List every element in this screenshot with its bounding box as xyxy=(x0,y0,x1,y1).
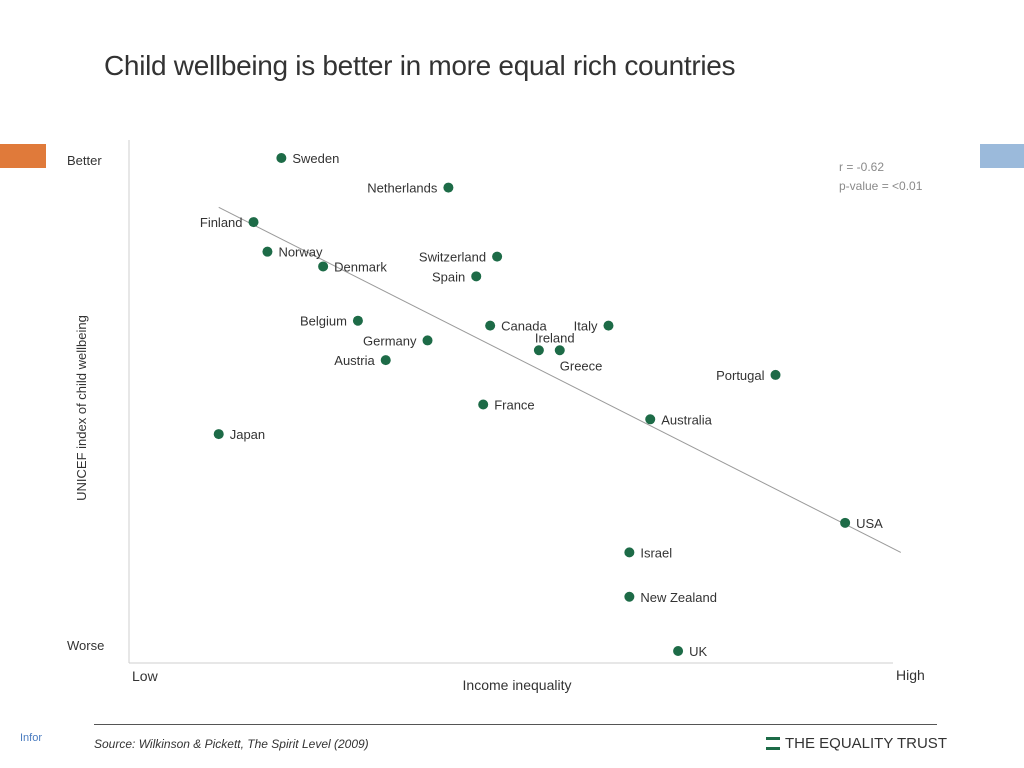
label-portugal: Portugal xyxy=(716,368,765,383)
label-uk: UK xyxy=(689,644,707,659)
point-switzerland xyxy=(492,251,503,262)
label-greece: Greece xyxy=(560,358,603,373)
x-axis-label: Income inequality xyxy=(463,677,572,693)
trend-line xyxy=(218,206,902,553)
point-norway xyxy=(262,246,273,257)
stat-r: r = -0.62 xyxy=(839,160,884,174)
chart-title: Child wellbeing is better in more equal … xyxy=(104,50,736,81)
label-australia: Australia xyxy=(661,412,712,427)
point-finland xyxy=(248,217,259,228)
point-sweden xyxy=(276,153,287,163)
point-ireland xyxy=(533,345,544,356)
slide-footer-tag: Infor xyxy=(20,732,43,744)
point-uk xyxy=(673,646,684,656)
slide-card xyxy=(48,0,976,768)
brand-name: THE EQUALITY TRUST xyxy=(785,735,947,752)
label-spain: Spain xyxy=(432,269,465,284)
label-switzerland: Switzerland xyxy=(419,250,486,265)
slide-accent-bar-left xyxy=(0,144,46,168)
point-france xyxy=(478,399,489,410)
label-austria: Austria xyxy=(334,353,375,368)
equality-trust-brand: THE EQUALITY TRUST xyxy=(766,735,947,752)
label-sweden: Sweden xyxy=(292,151,339,166)
point-portugal xyxy=(770,369,781,380)
stat-p-value: p-value = <0.01 xyxy=(839,179,923,193)
label-belgium: Belgium xyxy=(300,314,347,329)
point-austria xyxy=(380,355,391,366)
point-canada xyxy=(485,320,496,331)
source-citation: Source: Wilkinson & Pickett, The Spirit … xyxy=(94,737,369,751)
footer-divider xyxy=(94,724,937,725)
x-tick-low: Low xyxy=(132,668,159,684)
point-netherlands xyxy=(443,182,454,193)
label-israel: Israel xyxy=(640,545,672,560)
label-ireland: Ireland xyxy=(535,330,575,345)
point-israel xyxy=(624,547,635,558)
point-spain xyxy=(471,271,482,282)
point-japan xyxy=(213,429,224,440)
point-denmark xyxy=(318,261,329,272)
point-australia xyxy=(645,414,656,425)
label-denmark: Denmark xyxy=(334,259,387,274)
label-netherlands: Netherlands xyxy=(367,181,438,196)
label-canada: Canada xyxy=(501,319,547,334)
point-belgium xyxy=(352,315,363,326)
label-finland: Finland xyxy=(200,215,243,230)
point-greece xyxy=(554,345,565,356)
label-germany: Germany xyxy=(363,333,417,348)
y-tick-better: Better xyxy=(67,153,102,168)
y-axis-label: UNICEF index of child wellbeing xyxy=(74,315,89,501)
equality-trust-logo-icon xyxy=(766,737,780,750)
point-italy xyxy=(603,320,614,331)
label-japan: Japan xyxy=(230,427,265,442)
point-new-zealand xyxy=(624,591,635,602)
label-france: France xyxy=(494,398,534,413)
label-italy: Italy xyxy=(574,319,598,334)
slide-accent-bar-right xyxy=(980,144,1024,168)
data-points: Sweden Netherlands Finland Norway Denmark Swi… xyxy=(200,151,883,659)
label-norway: Norway xyxy=(278,245,323,260)
point-germany xyxy=(422,335,433,346)
point-usa xyxy=(840,517,851,528)
label-usa: USA xyxy=(856,516,883,531)
label-new-zealand: New Zealand xyxy=(640,590,717,605)
x-tick-high: High xyxy=(896,667,925,683)
y-tick-worse: Worse xyxy=(67,638,104,653)
